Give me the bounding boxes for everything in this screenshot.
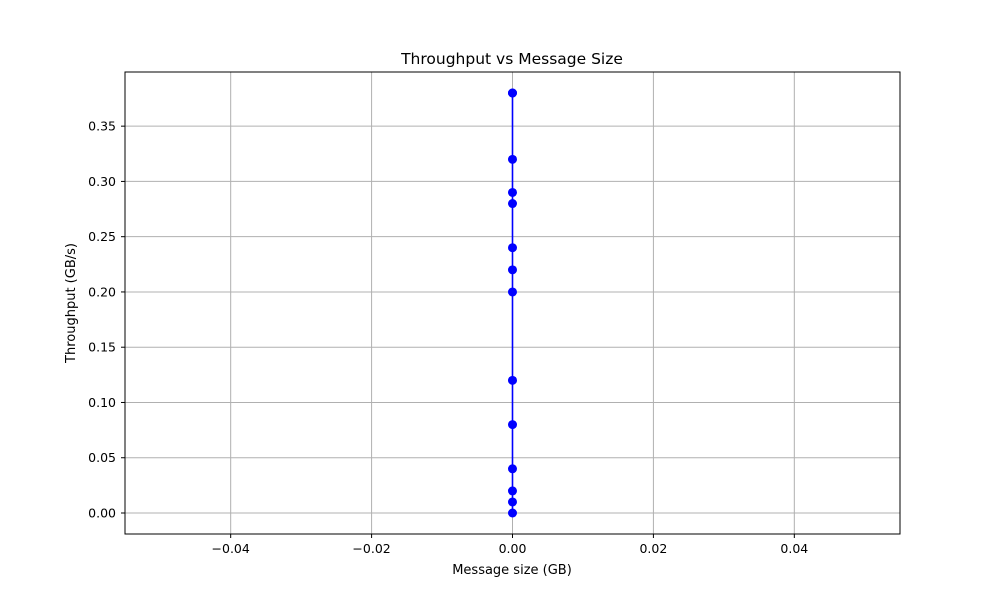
data-point [508, 88, 517, 98]
y-tick-label: 0.10 [88, 395, 116, 410]
chart-title: Throughput vs Message Size [400, 50, 623, 68]
data-point [508, 375, 517, 385]
y-axis-ticks: 0.00 0.05 0.10 0.15 0.20 0.25 0.30 0.35 [88, 119, 125, 521]
data-point [508, 199, 517, 209]
y-tick-label: 0.35 [88, 119, 116, 134]
x-tick-label: 0.04 [780, 541, 808, 556]
y-axis-label: Throughput (GB/s) [64, 243, 79, 364]
y-tick-label: 0.00 [88, 506, 116, 521]
data-point [508, 265, 517, 275]
data-point [508, 287, 517, 297]
x-tick-label: 0.00 [499, 541, 527, 556]
y-tick-label: 0.30 [88, 174, 116, 189]
data-point [508, 243, 517, 253]
x-tick-label: −0.04 [212, 541, 250, 556]
y-tick-label: 0.05 [88, 450, 116, 465]
data-point [508, 497, 517, 507]
y-tick-label: 0.20 [88, 284, 116, 299]
data-point [508, 154, 517, 164]
y-tick-label: 0.25 [88, 229, 116, 244]
x-axis-label: Message size (GB) [452, 563, 572, 578]
data-point [508, 486, 517, 496]
x-axis-ticks: −0.04 −0.02 0.00 0.02 0.04 [212, 534, 808, 556]
data-point [508, 187, 517, 197]
data-point [508, 508, 517, 518]
series-points-layer [508, 88, 517, 518]
data-point [508, 420, 517, 430]
data-point [508, 464, 517, 474]
y-tick-label: 0.15 [88, 340, 116, 355]
x-tick-label: 0.02 [639, 541, 667, 556]
x-tick-label: −0.02 [352, 541, 390, 556]
